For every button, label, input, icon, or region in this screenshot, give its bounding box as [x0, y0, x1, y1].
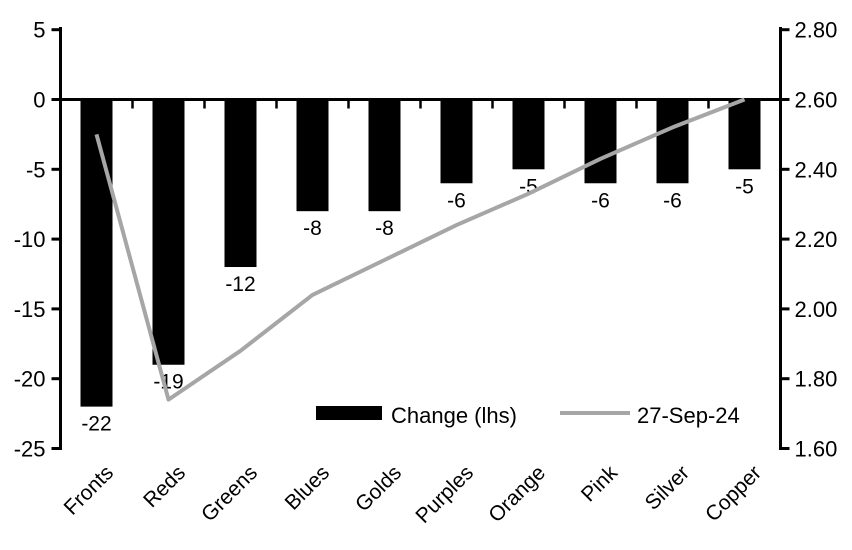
bar-pink: [584, 99, 617, 184]
right-axis-tick-label: 1.80: [795, 367, 838, 392]
bar-orange: [512, 99, 545, 170]
right-axis-tick-label: 1.60: [795, 437, 838, 462]
bar-greens: [224, 99, 257, 268]
left-axis-tick-label: -15: [14, 297, 46, 322]
bar-copper: [728, 99, 761, 170]
left-axis-tick-label: -5: [26, 157, 46, 182]
series-line: [94, 97, 746, 402]
bar-value-label-silver: -6: [663, 189, 682, 212]
bar-value-label-purples: -6: [447, 189, 466, 212]
legend-label-bar: Change (lhs): [391, 403, 517, 428]
left-axis-tick-label: -25: [14, 437, 46, 462]
bar-blues: [296, 99, 329, 212]
right-axis-tick-label: 2.00: [795, 297, 838, 322]
bar-value-label-golds: -8: [375, 217, 394, 240]
left-axis-tick-label: 0: [33, 88, 45, 113]
bar-value-label-blues: -8: [303, 217, 322, 240]
right-axis-tick-label: 2.20: [795, 227, 838, 252]
bar-silver: [656, 99, 689, 184]
right-axis-tick-label: 2.80: [795, 18, 838, 43]
bar-purples: [440, 99, 473, 184]
bar-reds: [152, 99, 185, 365]
right-axis-tick-label: 2.40: [795, 157, 838, 182]
legend-swatch-bar: [316, 406, 382, 420]
bar-value-label-pink: -6: [591, 189, 610, 212]
bar-fronts: [80, 99, 113, 407]
bar-golds: [368, 99, 401, 212]
legend-label-line: 27-Sep-24: [637, 403, 740, 428]
right-axis-tick-label: 2.60: [795, 88, 838, 113]
left-axis-tick-label: -20: [14, 367, 46, 392]
bar-value-label-fronts: -22: [81, 413, 111, 436]
left-axis-tick-label: -10: [14, 227, 46, 252]
bar-value-label-greens: -12: [225, 273, 255, 296]
bar-value-label-copper: -5: [735, 175, 754, 198]
left-axis-tick-label: 5: [33, 18, 45, 43]
